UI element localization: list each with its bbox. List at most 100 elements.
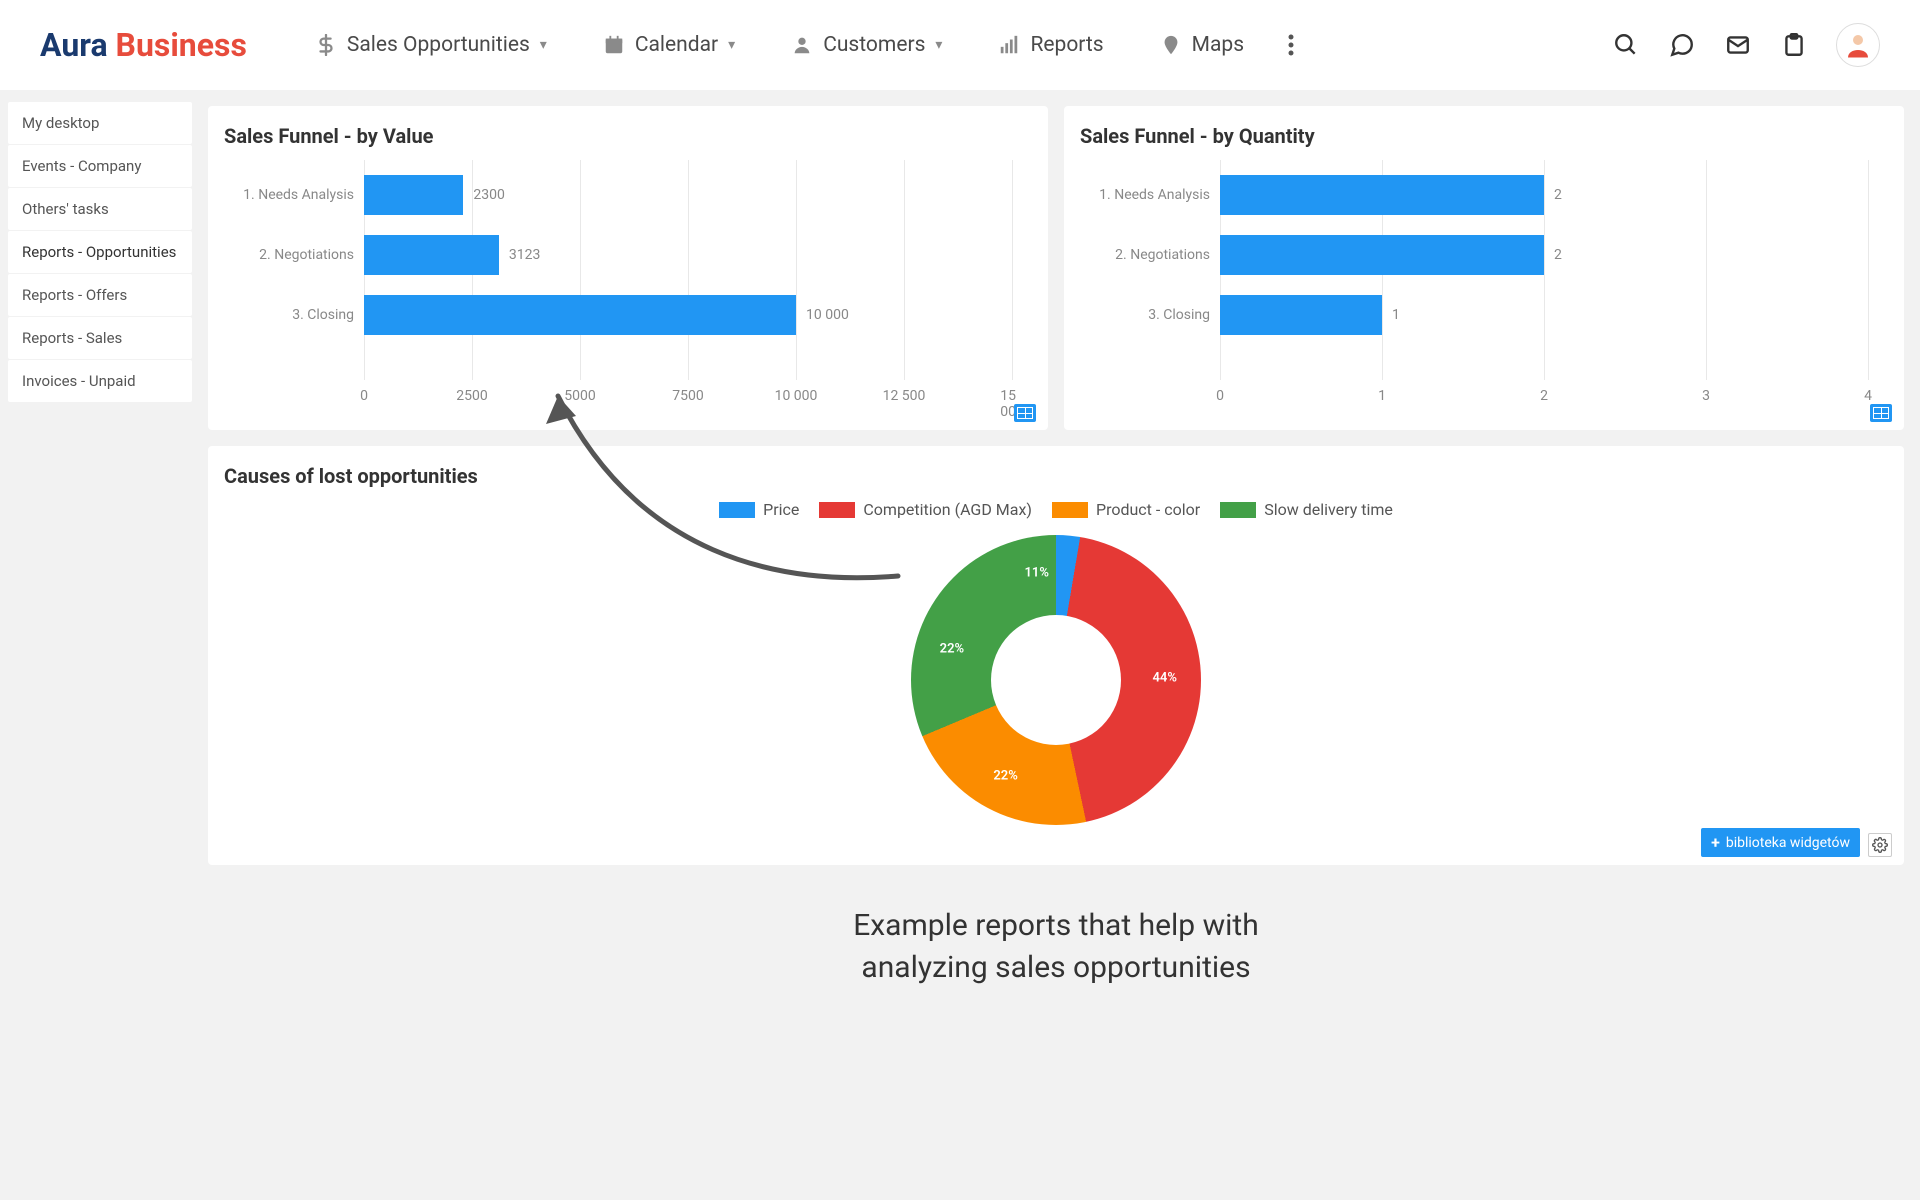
x-tick: 2500	[456, 388, 487, 404]
avatar[interactable]	[1836, 23, 1880, 67]
annotation-arrow	[518, 326, 938, 606]
nav-item-sales-opportunities[interactable]: Sales Opportunities ▾	[287, 33, 575, 57]
bar-value: 3123	[509, 247, 540, 263]
nav-label: Maps	[1192, 33, 1244, 57]
logo-part1: Aura	[40, 26, 108, 64]
donut-chart: 11% 44% 22% 22%	[911, 535, 1201, 825]
nav-label: Sales Opportunities	[347, 33, 530, 57]
donut-slice-label: 22%	[940, 641, 964, 656]
body: My desktopEvents - CompanyOthers' tasksR…	[0, 90, 1920, 1200]
sidebar-item-reports-offers[interactable]: Reports - Offers	[8, 274, 192, 316]
pin-icon	[1160, 34, 1182, 56]
caption-line2: analyzing sales opportunities	[853, 947, 1259, 989]
caption-text: Example reports that help with analyzing…	[853, 905, 1259, 989]
card-funnel-qty: Sales Funnel - by Quantity 1. Needs Anal…	[1064, 106, 1904, 430]
settings-icon[interactable]	[1868, 833, 1892, 857]
chevron-down-icon: ▾	[728, 37, 735, 53]
row-funnels: Sales Funnel - by Value 1. Needs Analysi…	[208, 106, 1904, 430]
nav-item-calendar[interactable]: Calendar ▾	[575, 33, 763, 57]
bar-label: 3. Closing	[1080, 307, 1210, 323]
bar-label: 2. Negotiations	[224, 247, 354, 263]
bar-value: 2300	[473, 187, 504, 203]
logo-part2: Business	[116, 26, 247, 64]
chat-icon[interactable]	[1668, 31, 1696, 59]
calendar-icon	[603, 34, 625, 56]
caption-area: Example reports that help with analyzing…	[208, 865, 1904, 1035]
nav-item-maps[interactable]: Maps	[1132, 33, 1272, 57]
nav-item-reports[interactable]: Reports	[970, 33, 1131, 57]
donut-slice-label: 11%	[1025, 565, 1049, 580]
bar: 2300	[364, 175, 463, 215]
chart-funnel-qty: 1. Needs Analysis22. Negotiations23. Clo…	[1080, 160, 1888, 420]
nav: Sales Opportunities ▾ Calendar ▾ Customers ▾ R…	[287, 33, 1272, 57]
kebab-menu[interactable]	[1272, 33, 1310, 57]
x-tick: 0	[1216, 388, 1224, 404]
clipboard-icon[interactable]	[1780, 31, 1808, 59]
bar-label: 1. Needs Analysis	[1080, 187, 1210, 203]
bar-row: 1. Needs Analysis2	[1220, 175, 1868, 215]
donut-legend: PriceCompetition (AGD Max)Product - colo…	[224, 500, 1888, 519]
x-tick: 1	[1378, 388, 1386, 404]
x-tick: 3	[1702, 388, 1710, 404]
bar-label: 1. Needs Analysis	[224, 187, 354, 203]
donut-hole	[991, 615, 1121, 745]
donut-slice-label: 44%	[1152, 670, 1176, 685]
legend-label: Slow delivery time	[1264, 500, 1393, 519]
bar-label: 2. Negotiations	[1080, 247, 1210, 263]
header-actions	[1612, 23, 1880, 67]
sidebar-item-events-company[interactable]: Events - Company	[8, 145, 192, 187]
person-icon	[791, 34, 813, 56]
sidebar-item-invoices-unpaid[interactable]: Invoices - Unpaid	[8, 360, 192, 402]
donut-slice-label: 22%	[993, 769, 1017, 784]
card-title: Sales Funnel - by Value	[224, 124, 1032, 148]
mail-icon[interactable]	[1724, 31, 1752, 59]
sidebar-item-others-tasks[interactable]: Others' tasks	[8, 188, 192, 230]
bar-label: 3. Closing	[224, 307, 354, 323]
dollar-icon	[315, 34, 337, 56]
caption-line1: Example reports that help with	[853, 905, 1259, 947]
sidebar-item-reports-opportunities[interactable]: Reports - Opportunities	[8, 231, 192, 273]
table-view-icon[interactable]	[1870, 404, 1892, 422]
sidebar-item-reports-sales[interactable]: Reports - Sales	[8, 317, 192, 359]
bar-value: 10 000	[806, 307, 849, 323]
nav-item-customers[interactable]: Customers ▾	[763, 33, 970, 57]
kebab-icon	[1288, 33, 1294, 57]
bar: 1	[1220, 295, 1382, 335]
bar-value: 1	[1392, 307, 1400, 323]
bars-icon	[998, 34, 1020, 56]
legend-label: Product - color	[1096, 500, 1200, 519]
legend-swatch	[1052, 502, 1088, 518]
bar-row: 2. Negotiations2	[1220, 235, 1868, 275]
legend-item: Product - color	[1052, 500, 1200, 519]
bar: 3123	[364, 235, 499, 275]
main: Sales Funnel - by Value 1. Needs Analysi…	[200, 90, 1920, 1200]
nav-label: Reports	[1030, 33, 1103, 57]
sidebar-item-my-desktop[interactable]: My desktop	[8, 102, 192, 144]
donut-wrap: 11% 44% 22% 22%	[224, 535, 1888, 825]
x-tick: 0	[360, 388, 368, 404]
card-title: Causes of lost opportunities	[224, 464, 1888, 488]
chevron-down-icon: ▾	[935, 37, 942, 53]
x-tick: 2	[1540, 388, 1548, 404]
widget-library-button[interactable]: + biblioteka widgetów	[1701, 828, 1860, 857]
widget-button-label: biblioteka widgetów	[1726, 835, 1850, 851]
sidebar: My desktopEvents - CompanyOthers' tasksR…	[0, 90, 200, 1200]
card-causes: Causes of lost opportunities PriceCompet…	[208, 446, 1904, 865]
plus-icon: +	[1711, 833, 1720, 852]
table-view-icon[interactable]	[1014, 404, 1036, 422]
chevron-down-icon: ▾	[540, 37, 547, 53]
x-tick: 4	[1864, 388, 1872, 404]
search-icon[interactable]	[1612, 31, 1640, 59]
bar-row: 1. Needs Analysis2300	[364, 175, 1012, 215]
legend-swatch	[1220, 502, 1256, 518]
nav-label: Calendar	[635, 33, 718, 57]
bar: 2	[1220, 175, 1544, 215]
logo: Aura Business	[40, 26, 247, 64]
nav-label: Customers	[823, 33, 925, 57]
bar-value: 2	[1554, 187, 1562, 203]
bar-row: 2. Negotiations3123	[364, 235, 1012, 275]
bar-value: 2	[1554, 247, 1562, 263]
card-title: Sales Funnel - by Quantity	[1080, 124, 1888, 148]
bar: 2	[1220, 235, 1544, 275]
bar-row: 3. Closing1	[1220, 295, 1868, 335]
